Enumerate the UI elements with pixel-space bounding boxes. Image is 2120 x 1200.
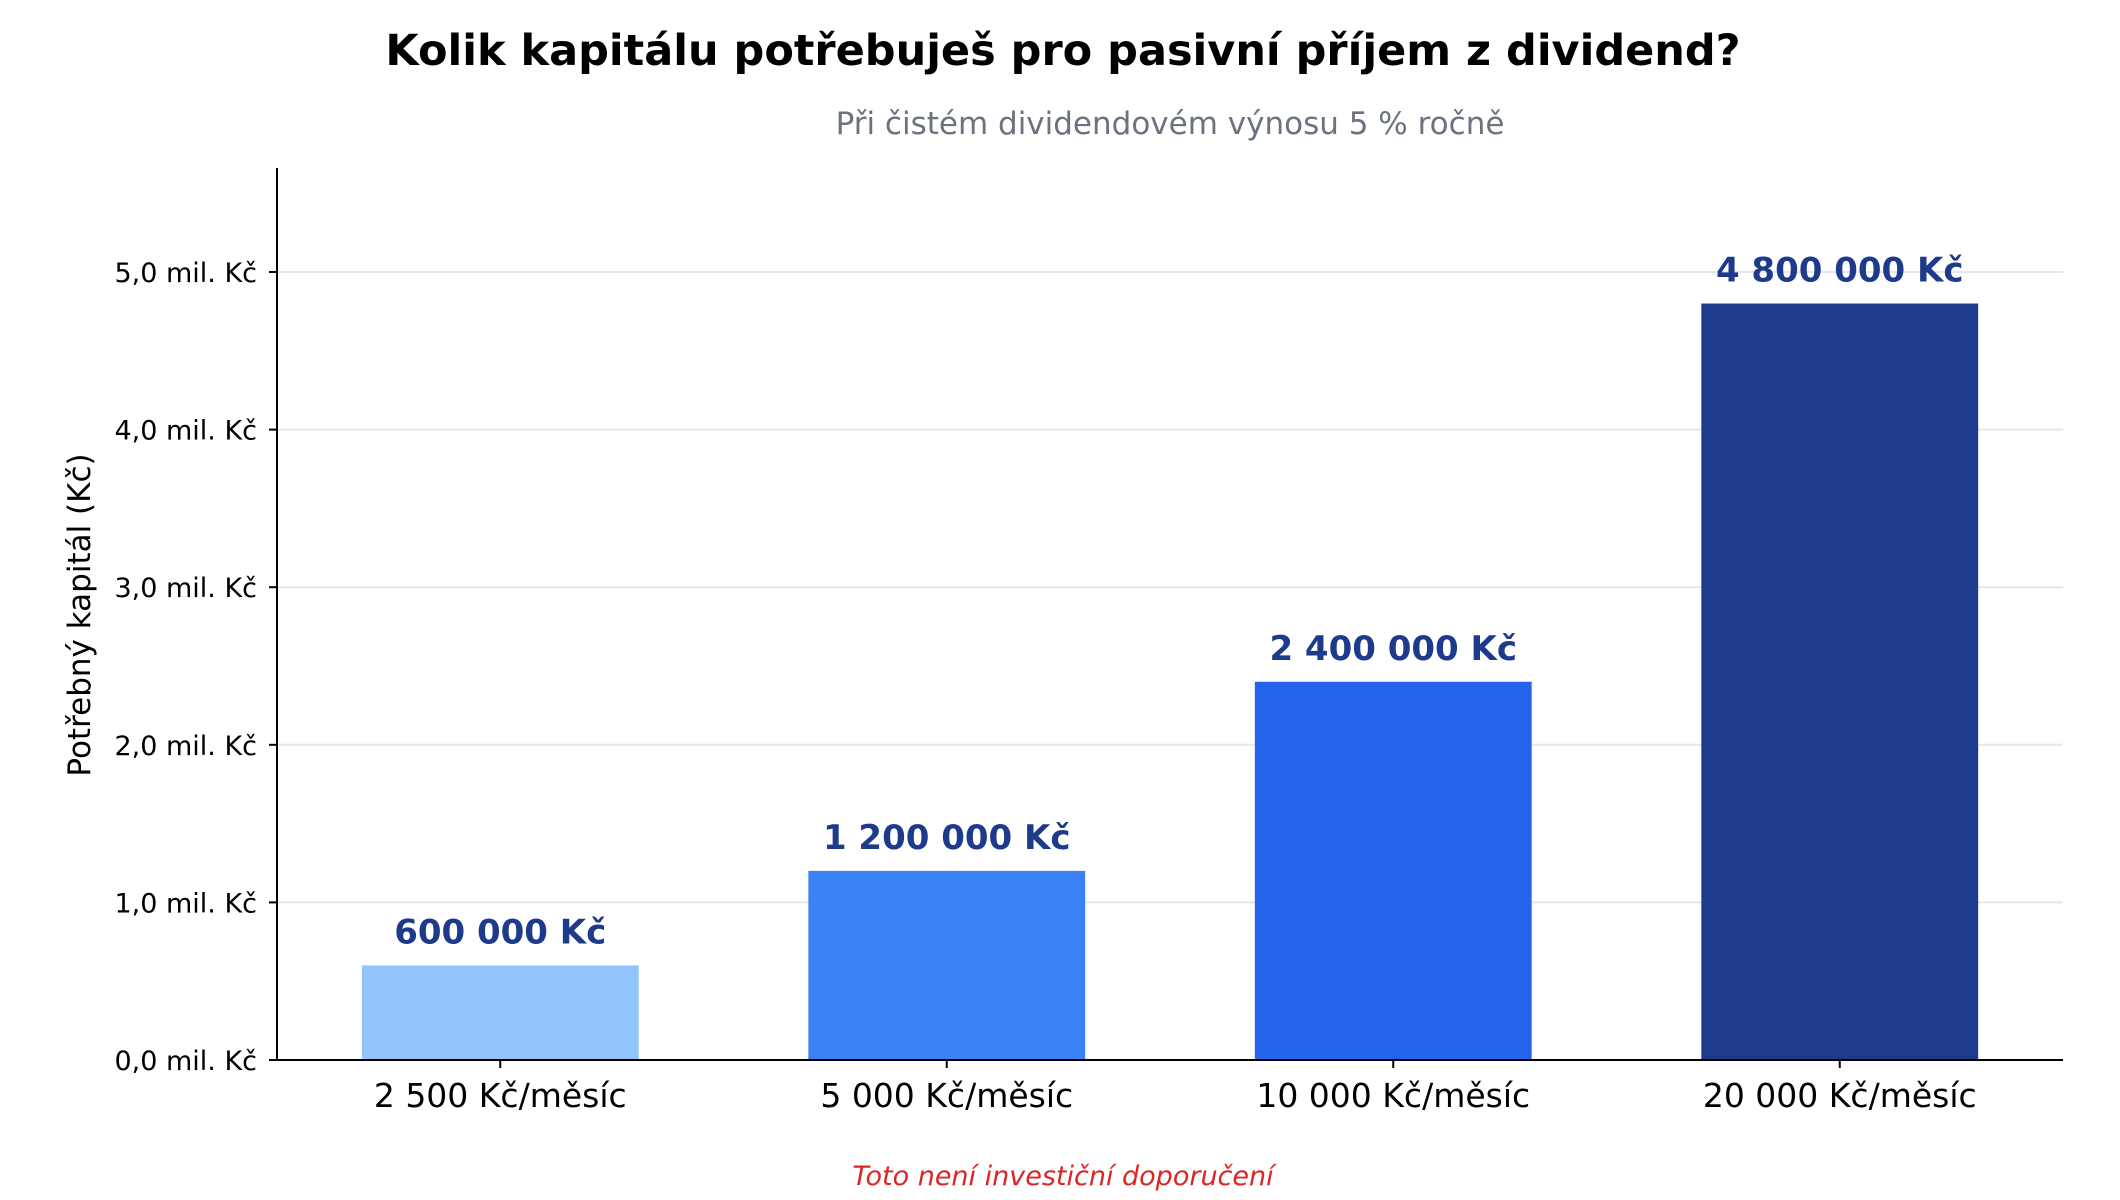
x-tick-label: 5 000 Kč/měsíc [820, 1076, 1073, 1115]
bar [808, 870, 1086, 1060]
y-axis-label: Potřebný kapitál (Kč) [62, 453, 98, 776]
y-tick-label: 5,0 mil. Kč [114, 258, 257, 289]
bar-value-label: 4 800 000 Kč [1716, 251, 1964, 291]
x-tick-label: 20 000 Kč/měsíc [1703, 1076, 1977, 1115]
bar [1701, 303, 1979, 1060]
y-tick-label: 2,0 mil. Kč [114, 731, 257, 762]
x-ticks: 2 500 Kč/měsíc 5 000 Kč/měsíc 10 000 Kč/mě… [374, 1060, 1977, 1115]
bar-value-label: 1 200 000 Kč [823, 818, 1071, 858]
y-tick-label: 1,0 mil. Kč [114, 888, 257, 919]
bar [361, 965, 639, 1060]
chart-title: Kolik kapitálu potřebuješ pro pasivní př… [385, 26, 1740, 76]
bars [361, 303, 1979, 1060]
disclaimer-footnote: Toto není investiční doporučení [852, 1161, 1277, 1192]
axes [276, 168, 2063, 1061]
bar-value-label: 2 400 000 Kč [1269, 629, 1517, 669]
bar [1254, 681, 1532, 1060]
chart-subtitle: Při čistém dividendovém výnosu 5 % ročně [836, 106, 1505, 142]
y-tick-label: 3,0 mil. Kč [114, 573, 257, 604]
bar-value-label: 600 000 Kč [394, 912, 606, 952]
y-tick-label: 4,0 mil. Kč [114, 416, 257, 447]
y-tick-label: 0,0 mil. Kč [114, 1046, 257, 1077]
y-ticks: 0,0 mil. Kč 1,0 mil. Kč 2,0 mil. Kč 3,0 mil… [114, 258, 277, 1077]
value-labels: 600 000 Kč 1 200 000 Kč 2 400 000 Kč 4 800 … [394, 251, 1963, 953]
x-tick-label: 10 000 Kč/měsíc [1256, 1076, 1530, 1115]
x-tick-label: 2 500 Kč/měsíc [374, 1076, 627, 1115]
